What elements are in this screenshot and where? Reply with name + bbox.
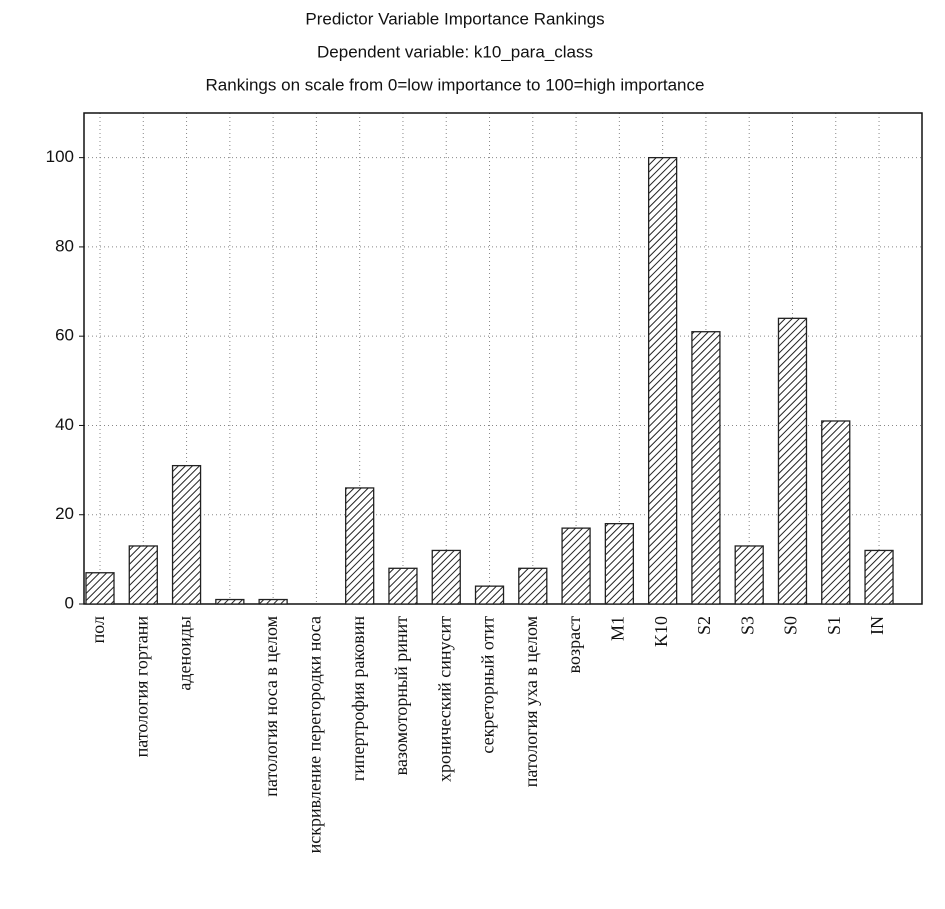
x-tick-label: патология уха в целом bbox=[521, 616, 541, 787]
bar bbox=[518, 567, 548, 605]
x-tick-label: аденоиды bbox=[175, 616, 195, 691]
bar bbox=[431, 549, 461, 605]
bar bbox=[258, 598, 288, 605]
chart-title: Predictor Variable Importance Rankings bbox=[305, 9, 604, 28]
x-tick-label: возраст bbox=[564, 616, 584, 673]
x-tick-label: гипертрофия раковин bbox=[348, 616, 368, 782]
y-tick-label: 20 bbox=[55, 504, 74, 523]
y-tick-label: 40 bbox=[55, 415, 74, 434]
y-tick-label: 80 bbox=[55, 236, 74, 255]
x-tick-label: S3 bbox=[737, 616, 757, 635]
x-tick-label: патология гортани bbox=[131, 616, 151, 758]
bar bbox=[345, 487, 375, 605]
x-tick-label: хронический синусит bbox=[434, 616, 454, 782]
bar bbox=[215, 598, 245, 605]
bar bbox=[85, 572, 115, 605]
bar bbox=[388, 567, 418, 605]
x-tick-label: M1 bbox=[607, 616, 627, 641]
bar bbox=[474, 585, 505, 605]
x-tick-label: S2 bbox=[694, 616, 714, 635]
x-tick-label: S1 bbox=[824, 616, 844, 635]
chart-subtitle: Rankings on scale from 0=low importance … bbox=[206, 75, 705, 94]
bar bbox=[864, 549, 894, 605]
bar bbox=[604, 523, 635, 605]
x-tick-label: секреторный отит bbox=[478, 616, 498, 754]
x-tick-label: IN bbox=[867, 616, 887, 635]
chart-subtitle: Dependent variable: k10_para_class bbox=[317, 42, 593, 61]
x-tick-label: искривление перегородки носа bbox=[305, 616, 325, 853]
x-tick-label: S0 bbox=[781, 616, 801, 635]
x-tick-label: патология носа в целом bbox=[261, 616, 281, 797]
bar bbox=[171, 464, 202, 605]
bar bbox=[777, 317, 808, 605]
y-tick-label: 100 bbox=[46, 147, 74, 166]
bar bbox=[647, 156, 678, 605]
bar bbox=[561, 527, 591, 605]
bar bbox=[734, 545, 764, 605]
bar bbox=[691, 331, 721, 605]
x-tick-label: K10 bbox=[651, 616, 671, 647]
y-tick-label: 60 bbox=[55, 326, 74, 345]
bar bbox=[821, 420, 851, 605]
x-tick-label: вазомоторный ринит bbox=[391, 616, 411, 775]
bar bbox=[128, 545, 158, 605]
y-tick-label: 0 bbox=[65, 593, 74, 612]
x-tick-label: пол bbox=[88, 616, 108, 643]
